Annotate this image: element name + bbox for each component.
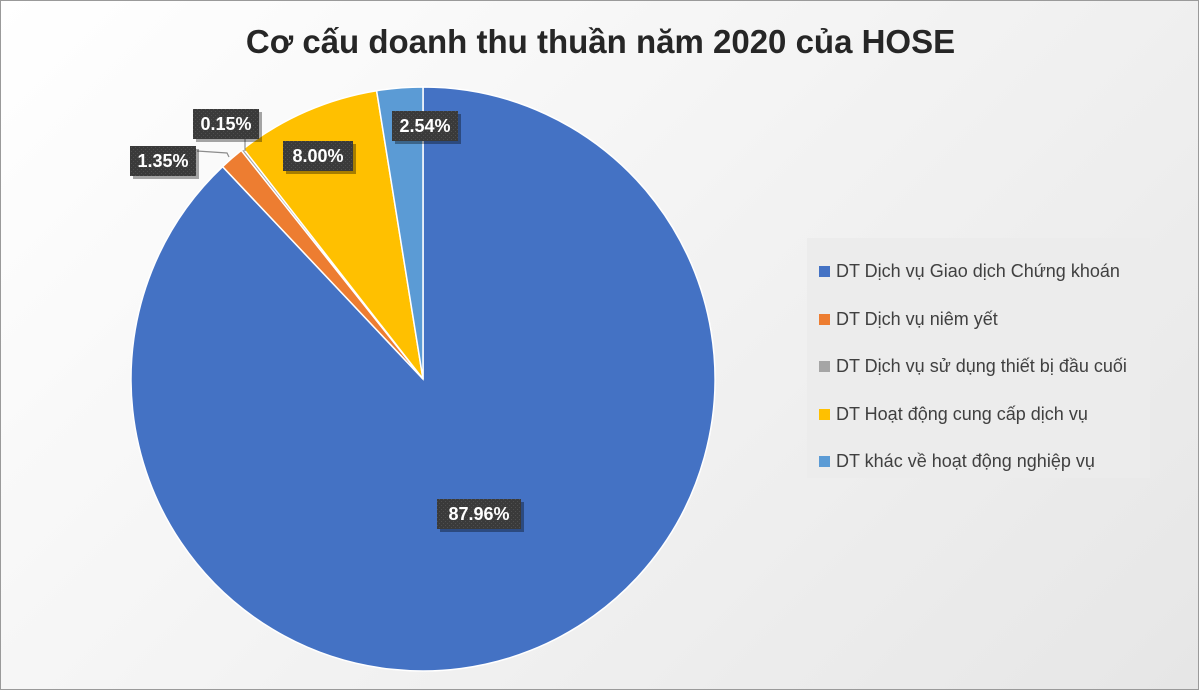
legend-swatch-2 xyxy=(819,313,830,325)
data-label-1: 87.96% xyxy=(437,499,524,532)
data-label-text-4: 8.00% xyxy=(292,146,343,166)
data-label-text-1: 87.96% xyxy=(448,504,509,524)
legend-item-2: DT Dịch vụ niêm yết xyxy=(819,296,1150,344)
pie-slice-5 xyxy=(375,86,424,380)
legend-item-4: DT Hoạt động cung cấp dịch vụ xyxy=(819,391,1150,439)
legend-swatch-3 xyxy=(819,361,830,373)
legend-label-4: DT Hoạt động cung cấp dịch vụ xyxy=(836,403,1088,424)
data-label-text-3: 0.15% xyxy=(200,114,251,134)
data-label-3: 0.15% xyxy=(193,109,262,142)
legend-swatch-5 xyxy=(819,456,830,468)
legend-label-1: DT Dịch vụ Giao dịch Chứng khoán xyxy=(836,261,1120,282)
legend: DT Dịch vụ Giao dịch Chứng khoán DT Dịch … xyxy=(807,238,1150,478)
data-label-2: 1.35% xyxy=(130,146,199,179)
leader-line-2 xyxy=(196,150,230,158)
data-label-text-2: 1.35% xyxy=(137,151,188,171)
legend-item-3: DT Dịch vụ sử dụng thiết bị đầu cuối xyxy=(819,343,1150,391)
legend-item-1: DT Dịch vụ Giao dịch Chứng khoán xyxy=(819,248,1150,296)
legend-label-2: DT Dịch vụ niêm yết xyxy=(836,308,998,329)
legend-swatch-1 xyxy=(819,266,830,278)
data-label-5: 2.54% xyxy=(392,111,461,144)
legend-label-3: DT Dịch vụ sử dụng thiết bị đầu cuối xyxy=(836,356,1127,377)
chart-title: Cơ cấu doanh thu thuần năm 2020 của HOSE xyxy=(245,23,956,60)
data-label-4: 8.00% xyxy=(283,141,356,174)
legend-swatch-4 xyxy=(819,408,830,420)
legend-label-5: DT khác về hoạt động nghiệp vụ xyxy=(836,451,1095,472)
data-label-text-5: 2.54% xyxy=(399,116,450,136)
legend-item-5: DT khác về hoạt động nghiệp vụ xyxy=(819,438,1150,486)
